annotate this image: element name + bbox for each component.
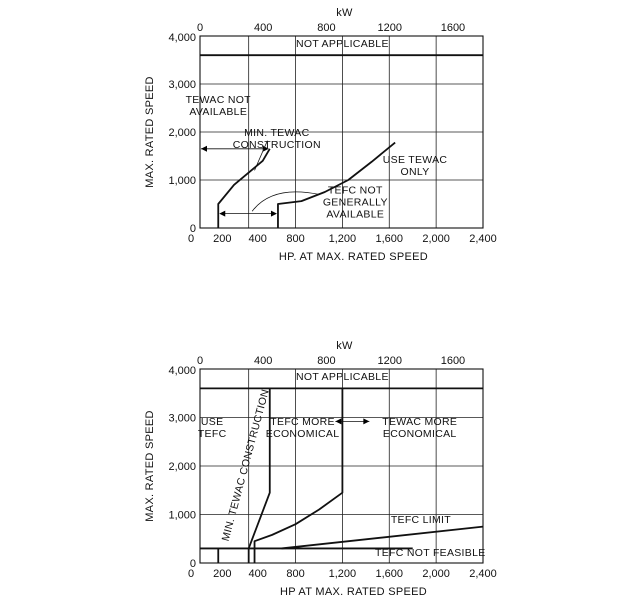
annotation-label: TEFC MORE bbox=[270, 416, 335, 428]
x2-axis-label: kW bbox=[336, 7, 353, 19]
annotation-label: TEWAC MORE bbox=[382, 416, 457, 428]
x2-tick-label: 1200 bbox=[377, 22, 401, 34]
y-tick-label: 4,000 bbox=[168, 32, 196, 44]
x-tick-label: 400 bbox=[248, 233, 266, 245]
annotation-label: USE TEWAC bbox=[383, 154, 448, 166]
y-tick-label: 4,000 bbox=[168, 365, 196, 377]
annotation-label: MIN. TEWAC bbox=[244, 127, 310, 139]
x-tick-label: 0 bbox=[188, 233, 194, 245]
x-axis-label: HP AT MAX. RATED SPEED bbox=[280, 586, 427, 597]
series-line bbox=[277, 141, 396, 228]
annotation-label: AVAILABLE bbox=[189, 106, 247, 118]
y-axis-label: MAX. RATED SPEED bbox=[144, 76, 156, 188]
y-tick-label: 3,000 bbox=[168, 79, 196, 91]
x-tick-label: 400 bbox=[248, 568, 266, 580]
y-tick-label: 1,000 bbox=[168, 510, 196, 522]
annotation-label: ECONOMICAL bbox=[383, 428, 457, 440]
x2-tick-label: 1200 bbox=[377, 355, 401, 367]
annotation-label: GENERALLY bbox=[323, 196, 388, 208]
plot-frame bbox=[199, 35, 484, 229]
x-tick-label: 800 bbox=[286, 568, 304, 580]
x2-tick-label: 0 bbox=[197, 22, 203, 34]
series-line bbox=[247, 388, 271, 563]
x-tick-label: 1,200 bbox=[329, 233, 357, 245]
x2-tick-label: 1600 bbox=[441, 355, 465, 367]
y-tick-label: 3,000 bbox=[168, 413, 196, 425]
arrow-head bbox=[270, 210, 277, 217]
x2-axis-label: kW bbox=[336, 340, 353, 352]
x2-tick-label: 400 bbox=[254, 355, 272, 367]
annotation-label: MIN. TEWAC CONSTRUCTION bbox=[220, 388, 272, 543]
arrow-head bbox=[363, 418, 370, 425]
y-tick-label: 0 bbox=[190, 223, 196, 235]
series-line bbox=[217, 148, 271, 228]
series-line bbox=[253, 388, 344, 563]
annotation-label: NOT APPLICABLE bbox=[296, 38, 389, 50]
arrow-head bbox=[219, 210, 226, 217]
x-tick-label: 1,200 bbox=[329, 568, 357, 580]
annotation-label: TEWAC NOT bbox=[186, 94, 252, 106]
annotation-label: TEFC bbox=[198, 428, 227, 440]
x2-tick-label: 0 bbox=[197, 355, 203, 367]
arrow-head bbox=[201, 145, 207, 152]
x-tick-label: 2,400 bbox=[469, 233, 497, 245]
x2-tick-label: 800 bbox=[317, 355, 335, 367]
x-tick-label: 2,400 bbox=[469, 568, 497, 580]
annotation-label: ONLY bbox=[401, 166, 430, 178]
annotation-label: ECONOMICAL bbox=[266, 428, 340, 440]
leader-line bbox=[251, 191, 320, 212]
x-tick-label: 800 bbox=[286, 233, 304, 245]
x-tick-label: 200 bbox=[213, 568, 231, 580]
x2-tick-label: 1600 bbox=[441, 22, 465, 34]
annotation-label: TEFC NOT bbox=[328, 184, 383, 196]
leader-line bbox=[254, 140, 268, 171]
annotation-label: TEFC LIMIT bbox=[391, 514, 451, 526]
y-tick-label: 1,000 bbox=[168, 175, 196, 187]
x-tick-label: 1,600 bbox=[376, 568, 404, 580]
x-tick-label: 1,600 bbox=[376, 233, 404, 245]
annotation-label: USE bbox=[201, 416, 224, 428]
y-tick-label: 2,000 bbox=[168, 461, 196, 473]
plot-frame bbox=[199, 368, 484, 564]
x-tick-label: 2,000 bbox=[422, 568, 450, 580]
x-axis-label: HP. AT MAX. RATED SPEED bbox=[279, 251, 428, 263]
y-tick-label: 0 bbox=[190, 558, 196, 570]
x2-tick-label: 800 bbox=[317, 22, 335, 34]
annotation-label: AVAILABLE bbox=[326, 208, 384, 220]
x2-tick-label: 400 bbox=[254, 22, 272, 34]
x-tick-label: 200 bbox=[213, 233, 231, 245]
y-axis-label: MAX. RATED SPEED bbox=[144, 410, 156, 522]
arrow-head bbox=[335, 418, 342, 425]
annotation-label: NOT APPLICABLE bbox=[296, 371, 389, 383]
series-line bbox=[281, 525, 484, 550]
y-tick-label: 2,000 bbox=[168, 127, 196, 139]
annotation-label: TEFC NOT FEASIBLE bbox=[375, 547, 486, 559]
annotation-label: CONSTRUCTION bbox=[233, 139, 321, 151]
x-tick-label: 2,000 bbox=[422, 233, 450, 245]
x-tick-label: 0 bbox=[188, 568, 194, 580]
